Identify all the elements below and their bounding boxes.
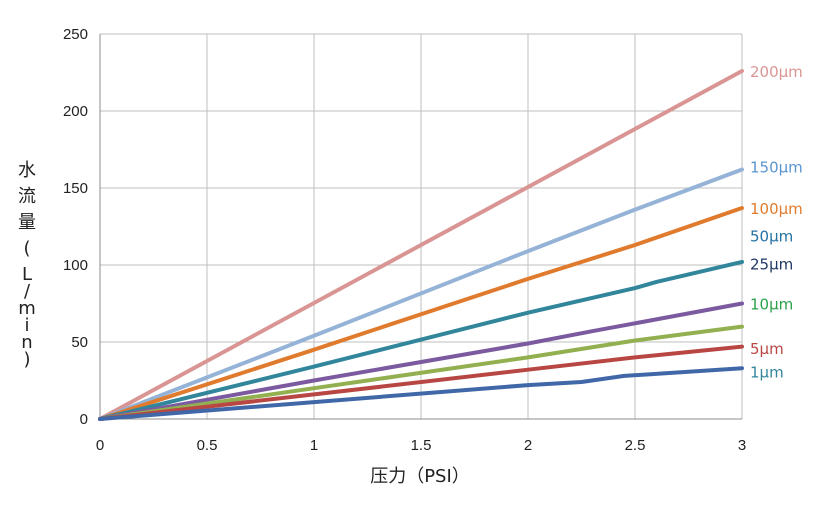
- series-line: [98, 366, 744, 421]
- x-tick-label: 3: [738, 437, 746, 454]
- series-label: 150µm: [750, 158, 803, 176]
- y-tick-label: 100: [63, 257, 88, 274]
- y-tick-label: 250: [63, 26, 88, 43]
- series-label: 1µm: [750, 363, 784, 381]
- y-tick-label: 200: [63, 103, 88, 120]
- x-tick-label: 1: [310, 437, 318, 454]
- axes: [99, 34, 742, 420]
- x-tick-label: 2: [524, 437, 532, 454]
- y-tick-label: 50: [71, 334, 88, 351]
- series-label: 25µm: [750, 255, 793, 273]
- series-label: 10µm: [750, 296, 793, 314]
- y-axis-title: 水流量(L / m i n): [18, 160, 36, 370]
- y-tick-label: 0: [80, 411, 88, 428]
- series-lines: [98, 69, 744, 421]
- x-tick-label: 0: [96, 437, 104, 454]
- series-label: 200µm: [750, 63, 803, 81]
- series-label: 100µm: [750, 200, 803, 218]
- x-tick-label: 1.5: [411, 437, 432, 454]
- tick-labels: 0 0.5 1 1.5 2 2.5 3 0 50 100 150 200 250: [63, 26, 746, 454]
- series-line: [98, 301, 744, 421]
- x-tick-label: 2.5: [625, 437, 646, 454]
- gridlines: [99, 33, 743, 420]
- series-line: [98, 206, 744, 421]
- series-label: 50µm: [750, 228, 793, 246]
- y-tick-label: 150: [63, 180, 88, 197]
- x-axis-title: 压力（PSI）: [370, 466, 470, 487]
- series-line: [98, 69, 744, 421]
- x-tick-label: 0.5: [197, 437, 218, 454]
- series-line: [98, 167, 744, 421]
- series-line: [98, 344, 744, 421]
- series-labels: 200µm 150µm 100µm 50µm 25µm 10µm 5µm 1µm: [750, 63, 803, 381]
- series-line: [98, 259, 744, 421]
- series-label: 5µm: [750, 340, 784, 358]
- series-line: [98, 324, 744, 421]
